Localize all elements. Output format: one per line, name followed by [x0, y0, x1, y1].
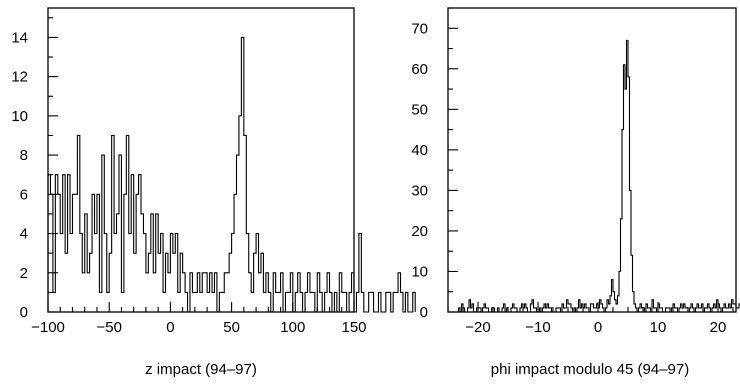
z-impact-x-tick-label: 150	[341, 319, 366, 336]
z-impact-tick-labels: −100 −50 0 50 100 150 0 2 4 6 8 10 12 14	[11, 29, 366, 336]
z-impact-y-tick-label: 6	[20, 186, 28, 203]
phi-impact-x-axis-title: phi impact modulo 45 (94–97)	[491, 361, 689, 378]
phi-impact-y-tick-label: 10	[411, 263, 428, 280]
z-impact-ticks	[47, 17, 355, 313]
phi-impact-y-tick-label: 0	[420, 304, 428, 321]
z-impact-x-tick-label: 100	[280, 319, 305, 336]
z-impact-y-tick-label: 2	[20, 265, 28, 282]
z-impact-y-tick-label: 14	[11, 29, 28, 46]
phi-impact-y-tick-label: 50	[411, 101, 428, 118]
z-impact-x-tick-label: 0	[166, 319, 174, 336]
z-impact-x-tick-label: −50	[96, 319, 121, 336]
phi-impact-frame	[447, 7, 737, 313]
phi-impact-histogram	[448, 39, 740, 313]
z-impact-x-tick-label: 50	[223, 319, 240, 336]
phi-impact-ticks	[447, 7, 734, 313]
phi-impact-y-tick-label: 20	[411, 223, 428, 240]
phi-impact-x-tick-label: 20	[710, 319, 727, 336]
phi-impact-y-tick-label: 40	[411, 142, 428, 159]
z-impact-histogram	[47, 36, 416, 313]
z-impact-y-tick-label: 8	[20, 147, 28, 164]
z-impact-y-tick-label: 12	[11, 69, 28, 86]
phi-impact-x-tick-label: −20	[465, 319, 490, 336]
phi-impact-x-tick-label: 10	[650, 319, 667, 336]
z-impact-x-axis-title: z impact (94–97)	[145, 361, 257, 378]
phi-impact-y-tick-label: 60	[411, 61, 428, 78]
phi-impact-panel: −20 −10 0 10 20 0 10 20 30 40 50 60 70 phi impact mo…	[411, 7, 740, 378]
z-impact-y-tick-label: 10	[11, 108, 28, 125]
phi-impact-x-tick-label: −10	[525, 319, 550, 336]
z-impact-y-tick-label: 0	[20, 304, 28, 321]
phi-impact-x-tick-label: 0	[594, 319, 602, 336]
phi-impact-y-tick-label: 30	[411, 182, 428, 199]
z-impact-x-tick-label: −100	[31, 319, 65, 336]
phi-impact-y-tick-label: 70	[411, 20, 428, 37]
z-impact-y-tick-label: 4	[20, 226, 28, 243]
z-impact-panel: −100 −50 0 50 100 150 0 2 4 6 8 10 12 14 z impact (94…	[11, 7, 416, 378]
phi-impact-tick-labels: −20 −10 0 10 20 0 10 20 30 40 50 60 70	[411, 20, 726, 336]
z-impact-frame	[47, 7, 355, 313]
